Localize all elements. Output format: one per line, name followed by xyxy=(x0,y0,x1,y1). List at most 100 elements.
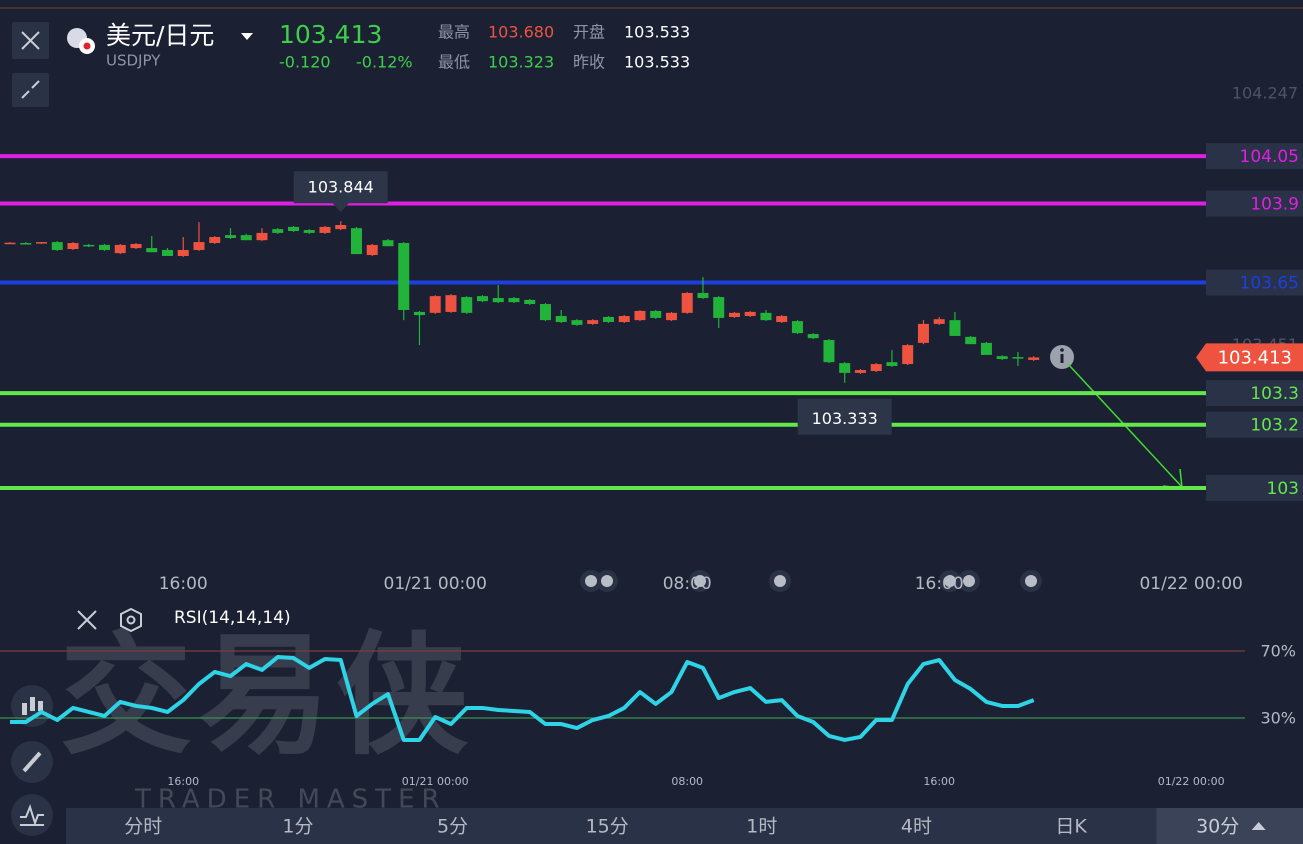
y-tick-label: 30% xyxy=(1260,709,1296,728)
candle-body xyxy=(870,364,882,372)
event-dots xyxy=(580,570,1042,592)
candle-body xyxy=(933,319,945,324)
pair-name[interactable]: 美元/日元 xyxy=(106,21,214,50)
max-tag-bg xyxy=(293,171,388,213)
candle-body xyxy=(697,292,709,299)
collapse-button[interactable] xyxy=(12,73,49,107)
tab[interactable]: 15分 xyxy=(586,816,629,838)
candle-body xyxy=(996,356,1008,360)
flag xyxy=(67,28,95,54)
tab-caret xyxy=(1251,822,1266,830)
rsi-settings[interactable] xyxy=(120,607,142,633)
price: 103.413 xyxy=(279,20,382,49)
candle-body xyxy=(807,334,819,339)
candle-body xyxy=(949,320,961,336)
tab[interactable]: 1分 xyxy=(282,816,313,838)
candle-body xyxy=(114,244,126,254)
icon-bar xyxy=(38,701,43,711)
dot[interactable] xyxy=(774,575,786,587)
candle-body xyxy=(555,316,567,323)
dropdown-arrow[interactable] xyxy=(241,33,253,40)
candle-body xyxy=(4,242,16,245)
x-tick-label: 16:00 xyxy=(915,574,964,594)
stat-value: 103.680 xyxy=(488,23,554,42)
tool-draw[interactable] xyxy=(11,741,53,783)
x-tick-label: 01/21 00:00 xyxy=(402,775,469,788)
info-icon-bar xyxy=(1060,354,1064,363)
tab[interactable]: 日K xyxy=(1055,816,1087,838)
tool-indicator[interactable] xyxy=(11,794,53,836)
tab[interactable]: 4时 xyxy=(901,816,932,838)
x-tick-label: 01/22 00:00 xyxy=(1139,574,1242,594)
candle-body xyxy=(823,340,835,363)
dot[interactable] xyxy=(694,575,706,587)
level-label-bg xyxy=(1206,143,1303,170)
candle-body xyxy=(760,312,772,321)
candle-body xyxy=(980,342,992,355)
icon-line xyxy=(20,804,44,827)
tool-candles[interactable] xyxy=(11,685,53,727)
dot[interactable] xyxy=(963,575,975,587)
dot[interactable] xyxy=(944,575,956,587)
change-pct: -0.12% xyxy=(356,53,413,72)
candle-body xyxy=(67,243,79,250)
dot[interactable] xyxy=(1025,575,1037,587)
candle-body xyxy=(650,310,662,318)
candle-body xyxy=(413,311,425,316)
candle-body xyxy=(161,249,173,256)
x-tick-label: 08:00 xyxy=(671,775,703,788)
candle-body xyxy=(776,316,788,323)
min-tag-bg xyxy=(797,398,892,435)
candle-body xyxy=(681,292,693,313)
candle-body xyxy=(713,297,725,318)
candle-body xyxy=(366,244,378,256)
candle-body xyxy=(634,310,646,321)
candle-body xyxy=(492,298,504,303)
stat-value: 103.533 xyxy=(624,23,690,42)
level-label: 103.3 xyxy=(1250,384,1299,404)
stat-label: 最低 xyxy=(438,53,470,72)
dot[interactable] xyxy=(585,575,597,587)
candle-body xyxy=(130,243,142,249)
candle-body xyxy=(287,226,299,232)
candle-body xyxy=(587,320,599,324)
candle-body xyxy=(272,229,284,233)
close-button[interactable] xyxy=(12,22,49,59)
x-tick-label: 16:00 xyxy=(923,775,955,788)
info-icon-dot xyxy=(1060,348,1064,352)
x-tick-label: 16:00 xyxy=(167,775,199,788)
tab[interactable]: 30分 xyxy=(1196,816,1239,838)
level-label-bg xyxy=(1206,380,1303,407)
candle-body xyxy=(256,232,268,241)
candle-body xyxy=(461,297,473,313)
x-tick-label: 01/22 00:00 xyxy=(1158,775,1225,788)
stat-value: 103.533 xyxy=(624,53,690,72)
tab[interactable]: 分时 xyxy=(124,816,162,838)
candle-body xyxy=(902,345,914,365)
tab[interactable]: 5分 xyxy=(437,816,468,838)
candle-body xyxy=(83,244,95,247)
x-tick-label: 01/21 00:00 xyxy=(384,574,487,594)
candle-body xyxy=(791,321,803,334)
icon-line xyxy=(21,31,40,50)
rsi-chart: 70% 30% 16:00 01/21 00:00 08:00 16:00 01/22 00… xyxy=(0,642,1296,788)
candle-body xyxy=(193,242,205,250)
candle-body xyxy=(335,225,347,230)
candle-body xyxy=(350,228,362,255)
candle-body xyxy=(618,316,630,323)
candle-body xyxy=(398,243,410,311)
flag-jp-dot xyxy=(83,42,91,50)
x-tick-label: 16:00 xyxy=(159,574,208,594)
tab-selected-bg xyxy=(1156,808,1303,844)
tab[interactable]: 1时 xyxy=(746,816,777,838)
tabs: 分时 1分 5分 15分 1时 4时 日K 30分 xyxy=(124,808,1303,844)
rsi-close[interactable] xyxy=(77,610,97,630)
candle-body xyxy=(744,311,756,317)
icon-line xyxy=(21,90,30,99)
candle-body xyxy=(886,362,898,366)
stat-value: 103.323 xyxy=(488,53,554,72)
gear-center xyxy=(126,615,136,625)
dot[interactable] xyxy=(601,575,613,587)
candle-body xyxy=(508,298,520,303)
